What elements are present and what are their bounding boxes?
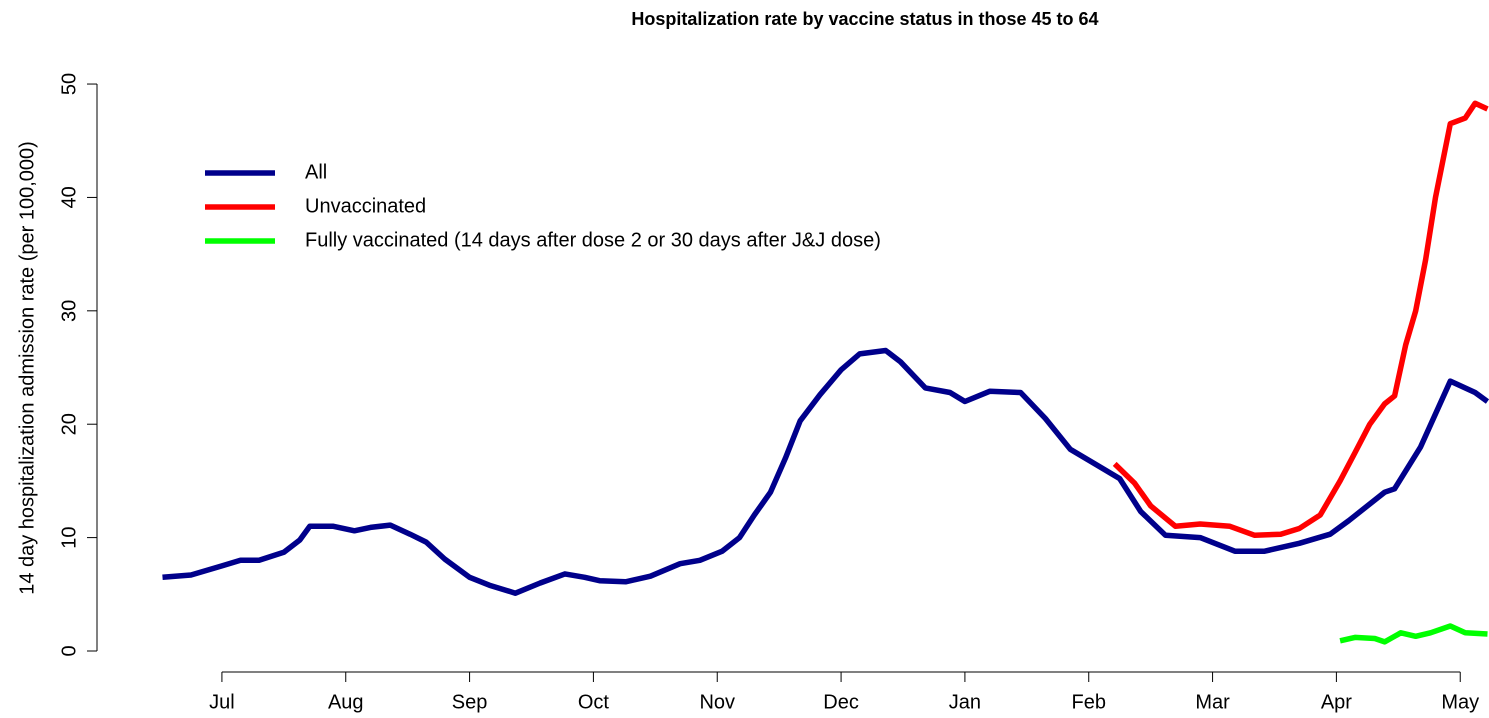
series-line bbox=[162, 347, 1489, 596]
y-axis-label: 14 day hospitalization admission rate (p… bbox=[16, 141, 38, 595]
x-tick-label: Jul bbox=[209, 691, 235, 713]
legend-label: All bbox=[305, 161, 327, 183]
x-tick-label: Dec bbox=[823, 691, 859, 713]
legend-label: Unvaccinated bbox=[305, 195, 426, 217]
x-tick-label: Nov bbox=[699, 691, 735, 713]
x-tick-label: Apr bbox=[1321, 691, 1352, 713]
y-tick-label: 0 bbox=[58, 645, 80, 656]
legend-label: Fully vaccinated (14 days after dose 2 o… bbox=[305, 229, 881, 251]
x-tick-label: Sep bbox=[452, 691, 488, 713]
y-tick-label: 20 bbox=[58, 413, 80, 435]
x-tick-label: Aug bbox=[328, 691, 364, 713]
series-line bbox=[1112, 100, 1489, 539]
chart-title: Hospitalization rate by vaccine status i… bbox=[631, 9, 1098, 29]
x-tick-label: Mar bbox=[1195, 691, 1230, 713]
y-tick-label: 50 bbox=[58, 73, 80, 95]
x-tick-label: Oct bbox=[578, 691, 610, 713]
y-tick-label: 10 bbox=[58, 526, 80, 548]
y-tick-label: 40 bbox=[58, 186, 80, 208]
x-tick-label: Jan bbox=[949, 691, 981, 713]
x-tick-label: Feb bbox=[1072, 691, 1106, 713]
y-tick-label: 30 bbox=[58, 300, 80, 322]
x-tick-label: May bbox=[1441, 691, 1479, 713]
series-line bbox=[1339, 623, 1488, 645]
